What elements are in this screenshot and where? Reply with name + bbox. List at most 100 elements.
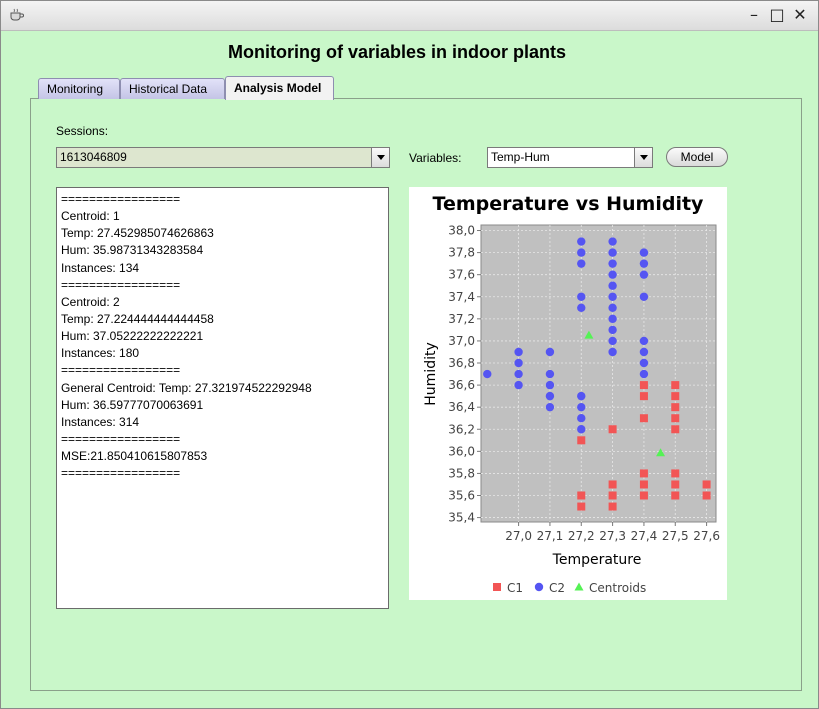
- c1-data-point: [671, 403, 680, 412]
- c2-data-point: [639, 358, 649, 368]
- y-tick-label: 36,8: [448, 356, 475, 370]
- y-tick-label: 37,2: [448, 312, 475, 326]
- c2-data-point: [514, 369, 523, 379]
- results-line: =================: [61, 277, 181, 292]
- close-button[interactable]: ✕: [793, 5, 807, 24]
- c1-data-point: [577, 502, 586, 511]
- c1-data-point: [671, 392, 680, 401]
- y-tick-label: 36,4: [448, 400, 475, 414]
- c2-data-point: [608, 248, 617, 257]
- c2-data-point: [483, 369, 492, 379]
- chevron-down-icon[interactable]: [634, 148, 652, 167]
- page-title: Monitoring of variables in indoor plants: [227, 42, 566, 62]
- results-line: Hum: 37.05222222222221: [61, 329, 204, 344]
- c2-data-point: [577, 248, 586, 257]
- y-tick-label: 37,0: [448, 334, 475, 348]
- minimize-button[interactable]: –: [750, 5, 758, 24]
- c1-data-point: [577, 436, 586, 445]
- c2-data-point: [545, 347, 555, 357]
- c1-data-point: [671, 491, 680, 500]
- c1-data-point: [671, 469, 680, 478]
- c1-legend-marker: [493, 583, 501, 591]
- scatter-chart: Temperature vs Humidity 27,0 27,1 27,2 27,3…: [409, 187, 727, 600]
- c2-data-point: [639, 248, 649, 257]
- c1-data-point: [608, 425, 617, 434]
- results-line: =================: [61, 363, 181, 378]
- results-line: =================: [61, 431, 181, 446]
- c2-data-point: [639, 336, 649, 346]
- x-tick-label: 27,1: [537, 529, 564, 543]
- x-tick-label: 27,0: [505, 529, 532, 543]
- title-bar[interactable]: – □ ✕: [1, 1, 818, 31]
- chevron-down-icon[interactable]: [371, 148, 389, 167]
- c2-data-point: [577, 402, 586, 412]
- centroids-data-point: [584, 330, 594, 339]
- c2-data-point: [639, 369, 649, 379]
- tab-historical-data[interactable]: Historical Data: [120, 78, 225, 99]
- c2-data-point: [545, 380, 555, 390]
- y-tick-label: 35,8: [448, 466, 475, 480]
- y-tick-label: 36,0: [448, 444, 475, 458]
- results-line: Instances: 134: [61, 260, 140, 275]
- variables-value: Temp-Hum: [491, 150, 550, 164]
- c1-data-point: [671, 480, 680, 489]
- y-tick-label: 37,8: [448, 246, 475, 260]
- c2-legend-label: C2: [549, 581, 565, 595]
- c2-data-point: [545, 402, 555, 412]
- c2-data-point: [514, 358, 523, 368]
- c1-data-point: [639, 469, 648, 478]
- variables-dropdown[interactable]: Temp-Hum: [487, 147, 653, 168]
- c1-data-point: [639, 381, 648, 390]
- c2-data-point: [608, 336, 617, 346]
- y-tick-label: 36,6: [448, 378, 475, 392]
- tab-monitoring[interactable]: Monitoring: [38, 78, 120, 99]
- results-line: =================: [61, 192, 181, 206]
- c2-data-point: [577, 425, 586, 434]
- y-axis-label: Humidity: [423, 342, 439, 405]
- x-tick-label: 27,6: [693, 529, 720, 543]
- results-line: Hum: 36.59777070063691: [61, 397, 204, 412]
- results-line: General Centroid: Temp: 27.3219745222929…: [61, 380, 312, 395]
- c1-data-point: [639, 392, 648, 401]
- results-text-area[interactable]: ================= Centroid: 1 Temp: 27.4…: [56, 187, 389, 609]
- y-tick-label: 37,4: [448, 290, 475, 304]
- c2-data-point: [545, 369, 555, 379]
- results-line: Hum: 35.98731343283584: [61, 243, 204, 258]
- c1-data-point: [608, 480, 617, 489]
- chart-title: Temperature vs Humidity: [433, 193, 705, 215]
- c2-data-point: [577, 303, 586, 313]
- x-tick-label: 27,4: [631, 529, 658, 543]
- c2-data-point: [577, 259, 586, 268]
- c2-data-point: [514, 380, 523, 390]
- c2-data-point: [608, 303, 617, 313]
- c2-data-point: [608, 325, 617, 335]
- c2-data-point: [608, 237, 617, 246]
- c2-data-point: [577, 414, 586, 423]
- c1-data-point: [639, 414, 648, 423]
- c2-data-point: [608, 281, 617, 290]
- c1-legend-label: C1: [507, 581, 523, 595]
- model-button[interactable]: Model: [666, 147, 728, 167]
- sessions-value: 1613046809: [60, 150, 127, 164]
- x-tick-label: 27,2: [568, 529, 595, 543]
- sessions-dropdown[interactable]: 1613046809: [56, 147, 390, 168]
- c2-data-point: [639, 292, 649, 301]
- tab-analysis-model[interactable]: Analysis Model: [225, 76, 334, 100]
- c1-data-point: [577, 491, 586, 500]
- c1-data-point: [702, 480, 711, 489]
- y-tick-label: 35,6: [448, 489, 475, 503]
- y-tick-label: 37,6: [448, 268, 475, 282]
- results-line: MSE:21.850410615807853: [61, 449, 208, 464]
- results-line: Temp: 27.452985074626863: [61, 226, 214, 241]
- maximize-button[interactable]: □: [769, 5, 785, 24]
- c1-data-point: [639, 480, 648, 489]
- c2-legend-marker: [534, 582, 544, 592]
- c2-data-point: [577, 391, 586, 401]
- c2-data-point: [639, 347, 649, 357]
- centroids-legend-marker: [574, 582, 584, 591]
- results-line: Centroid: 1: [61, 209, 120, 224]
- x-tick-label: 27,5: [662, 529, 689, 543]
- centroids-legend-label: Centroids: [589, 581, 646, 595]
- chart-legend: C1 C2 Centroids: [493, 581, 646, 595]
